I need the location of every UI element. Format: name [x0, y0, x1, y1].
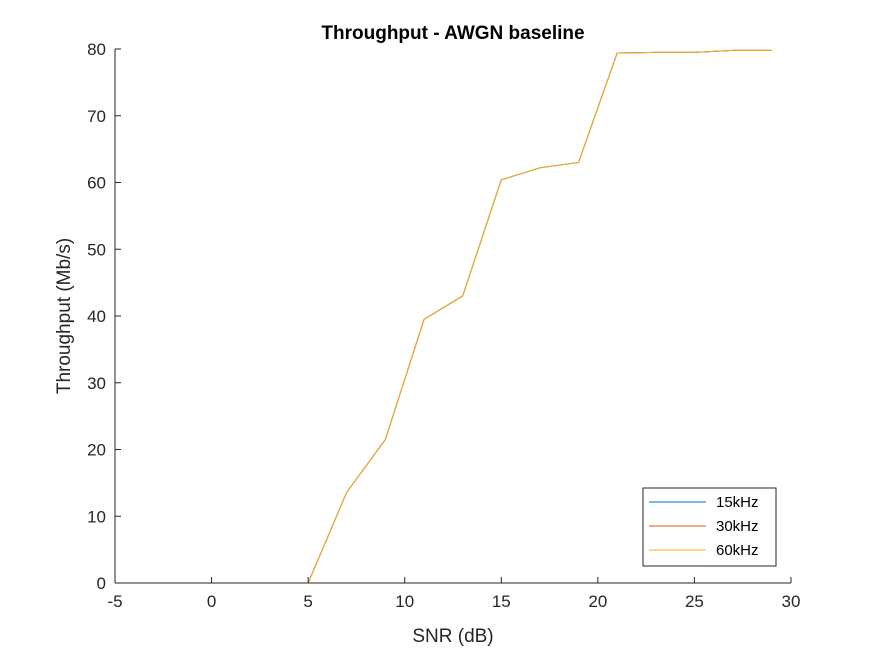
y-tick-label: 80: [87, 40, 106, 59]
chart-title: Throughput - AWGN baseline: [321, 23, 584, 44]
y-tick-label: 60: [87, 174, 106, 193]
y-tick-label: 50: [87, 240, 106, 259]
x-tick-label: 15: [492, 592, 511, 611]
x-tick-label: 20: [588, 592, 607, 611]
x-tick-label: 10: [395, 592, 414, 611]
y-tick-label: 20: [87, 441, 106, 460]
x-axis-ticks: -5 0 5 10 15 20 25 30: [107, 577, 800, 611]
legend-label-30kHz: 30kHz: [716, 518, 759, 535]
x-tick-label: 5: [303, 592, 312, 611]
legend-label-60kHz: 60kHz: [716, 542, 759, 559]
y-axis-ticks: 0 10 20 30 40 50 60 70 80: [87, 40, 121, 593]
legend-label-15kHz: 15kHz: [716, 494, 759, 511]
y-tick-label: 30: [87, 374, 106, 393]
x-tick-label: -5: [107, 592, 122, 611]
legend: 15kHz 30kHz 60kHz: [642, 487, 777, 567]
x-axis-label: SNR (dB): [412, 626, 493, 647]
y-tick-label: 10: [87, 507, 106, 526]
legend-box: [642, 487, 777, 567]
y-tick-label: 40: [87, 307, 106, 326]
x-tick-label: 25: [685, 592, 704, 611]
y-tick-label: 0: [97, 574, 106, 593]
y-axis-label: Throughput (Mb/s): [54, 238, 75, 394]
x-tick-label: 30: [782, 592, 801, 611]
y-tick-label: 70: [87, 107, 106, 126]
x-tick-label: 0: [207, 592, 216, 611]
